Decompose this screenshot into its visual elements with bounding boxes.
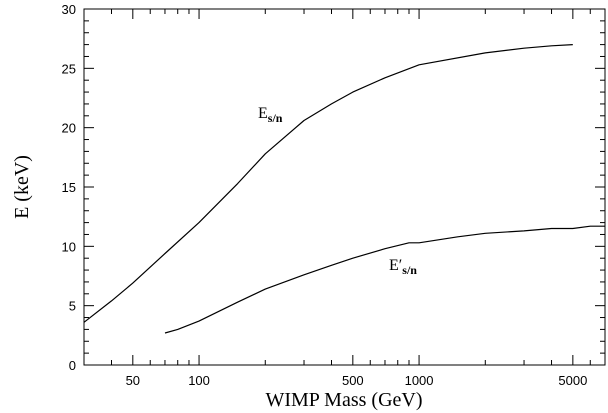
y-axis-label: E (keV) [11, 155, 33, 219]
y-axis-ticks: 0 5 10 15 20 25 30 [62, 2, 605, 373]
plot-frame [83, 8, 606, 366]
y-tick-label: 20 [62, 121, 76, 136]
x-axis-label: WIMP Mass (GeV) [265, 389, 422, 411]
x-axis-ticks: 50 100 500 1000 5000 [83, 9, 606, 388]
x-tick-label: 1000 [405, 373, 434, 388]
y-tick-label: 30 [62, 2, 76, 17]
series-lines [83, 44, 605, 334]
x-tick-label: 500 [342, 373, 364, 388]
series-label-e-sn: Es/n [258, 105, 283, 125]
series-label-e-prime-sn: E′s/n [389, 257, 417, 277]
x-tick-label: 100 [188, 373, 210, 388]
series-line-0 [83, 44, 573, 323]
y-tick-label: 5 [69, 299, 76, 314]
series-line-1 [164, 225, 605, 334]
y-tick-label: 0 [69, 358, 76, 373]
y-tick-label: 10 [62, 239, 76, 254]
y-tick-label: 25 [62, 61, 76, 76]
x-tick-label: 50 [126, 373, 140, 388]
y-tick-label: 15 [62, 180, 76, 195]
x-tick-label: 5000 [558, 373, 587, 388]
